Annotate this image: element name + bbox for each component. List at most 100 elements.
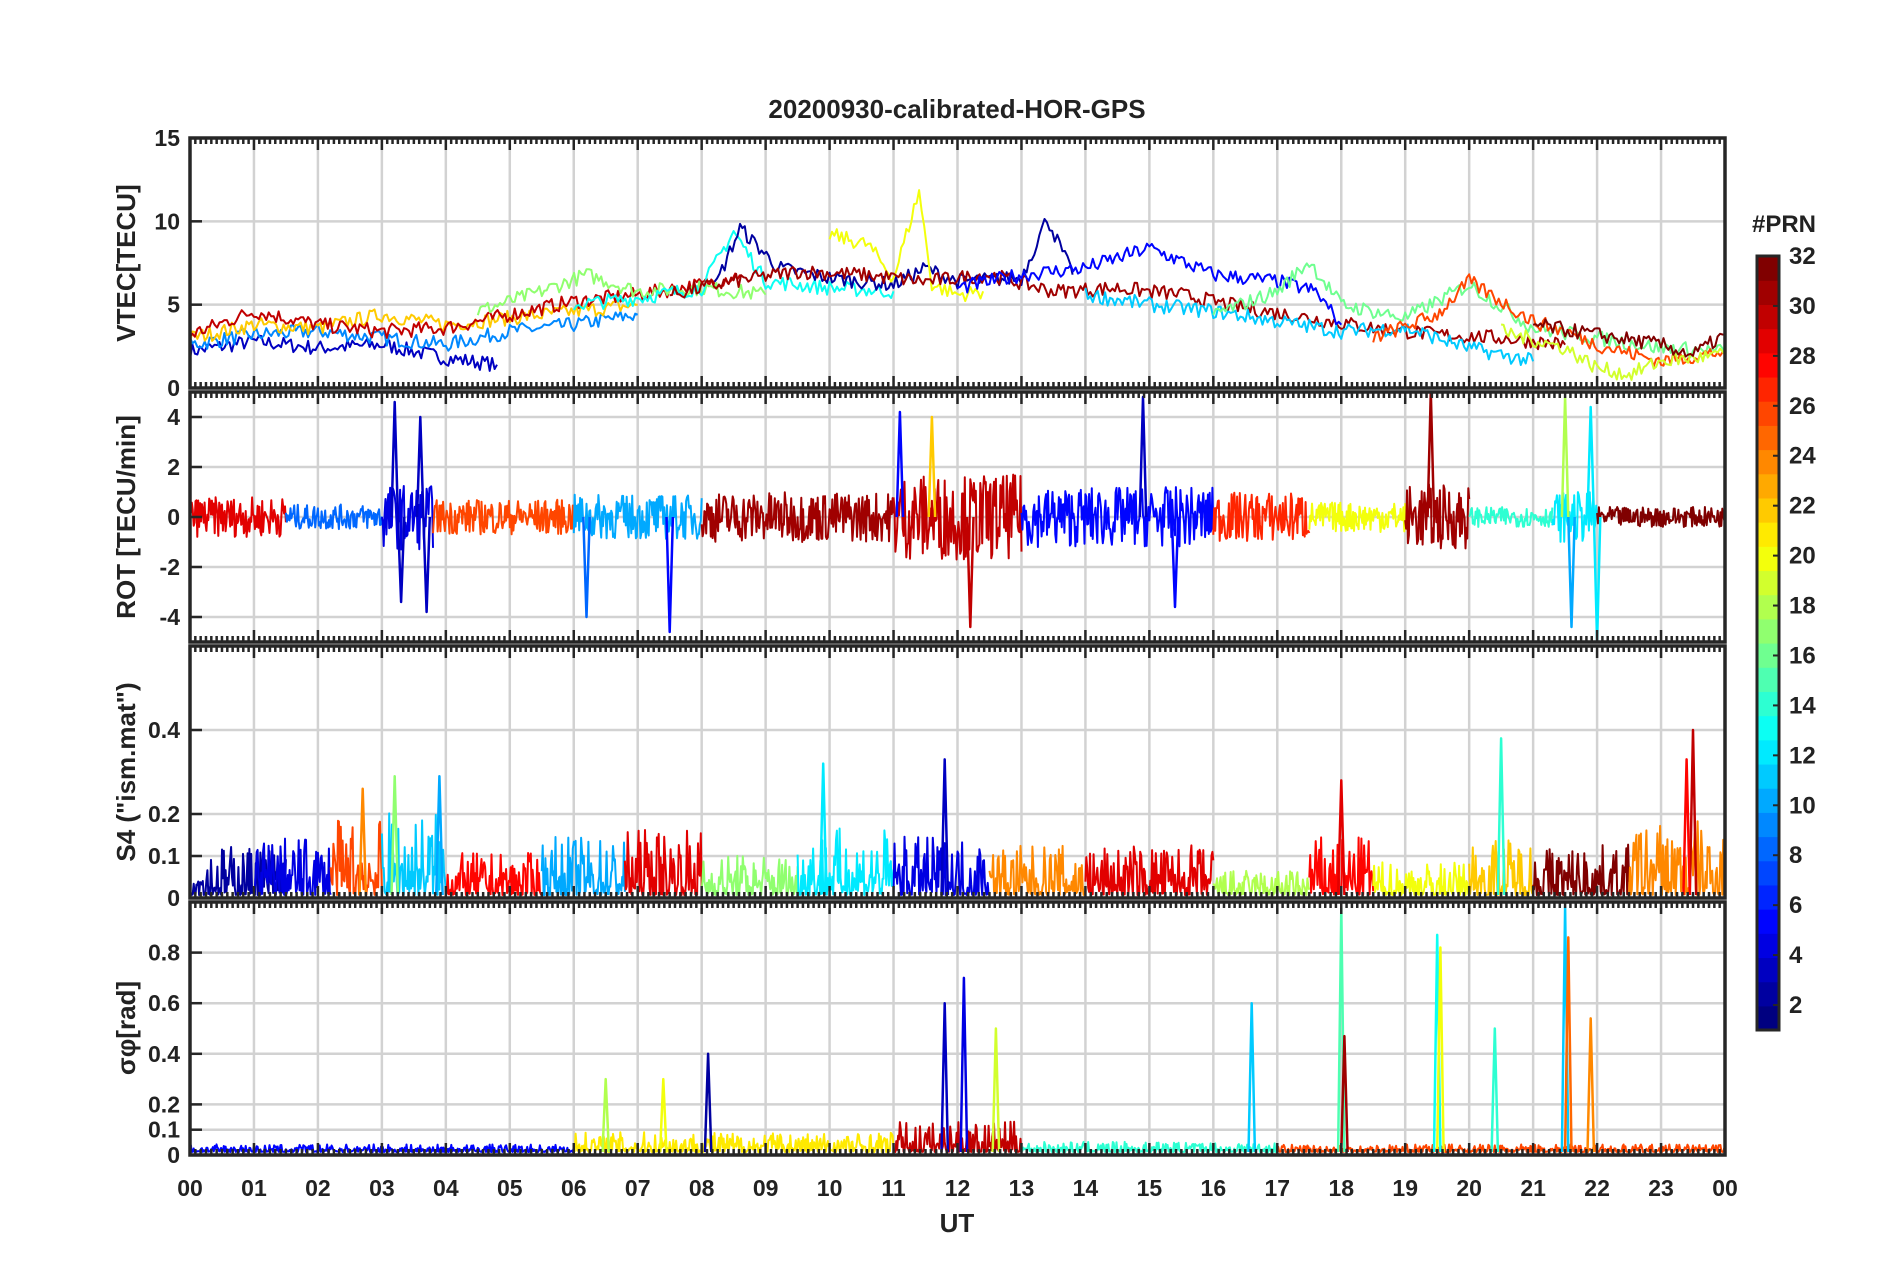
trace-prn-5 bbox=[1020, 486, 1215, 548]
colorbar-tick-label: 2 bbox=[1789, 992, 1802, 1019]
colorbar-tick-label: 32 bbox=[1789, 243, 1816, 270]
y-tick-labels: 0 0.1 0.2 0.4 bbox=[148, 717, 180, 911]
spike-prn-12 bbox=[1592, 516, 1602, 642]
x-tick-label: 18 bbox=[1328, 1175, 1354, 1201]
colorbar-swatch bbox=[1757, 256, 1779, 281]
vtec-series-prn-5 bbox=[957, 242, 1343, 326]
x-tick-label: 01 bbox=[241, 1175, 267, 1201]
y-axis-label: S4 ("ism.mat") bbox=[111, 682, 141, 861]
panel-ticks bbox=[188, 136, 1727, 390]
panel-data bbox=[190, 189, 1725, 381]
panel-ticks bbox=[188, 392, 1727, 642]
x-axis-label: UT bbox=[940, 1208, 975, 1238]
vtec-series-prn-22 bbox=[190, 300, 638, 343]
colorbar-swatch bbox=[1757, 812, 1779, 838]
trace-prn-32 bbox=[1596, 506, 1725, 528]
colorbar-swatch bbox=[1757, 860, 1779, 886]
colorbar-swatch bbox=[1757, 957, 1779, 983]
y-tick-label: 0 bbox=[167, 504, 180, 530]
spike-prn-28 bbox=[1682, 758, 1692, 896]
colorbar-tick-label: 6 bbox=[1789, 892, 1802, 919]
spike-prn-3 bbox=[390, 400, 400, 518]
y-axis-label: ROT [TECU/min] bbox=[111, 415, 141, 619]
y-tick-label: 2 bbox=[167, 454, 180, 480]
colorbar-swatch bbox=[1757, 667, 1779, 692]
y-tick-label: 0 bbox=[167, 885, 180, 911]
panel-grid bbox=[190, 138, 1725, 388]
spike-prn-20 bbox=[658, 1077, 668, 1153]
spike-prn-14 bbox=[1496, 737, 1506, 896]
spike-prn-31 bbox=[1426, 392, 1436, 518]
y-tick-label: 0.4 bbox=[148, 1041, 180, 1067]
spike-prn-12 bbox=[818, 762, 828, 896]
trace-prn-14 bbox=[1468, 506, 1554, 528]
x-tick-label: 17 bbox=[1264, 1175, 1290, 1201]
x-tick-label: 05 bbox=[497, 1175, 523, 1201]
spike-prn-30 bbox=[965, 516, 975, 629]
y-tick-labels: -4 -2 0 2 4 bbox=[160, 404, 181, 630]
spike-prn-5 bbox=[895, 410, 905, 518]
y-tick-label: 0.2 bbox=[148, 801, 180, 827]
colorbar-swatch bbox=[1757, 1005, 1779, 1031]
y-tick-label: -2 bbox=[160, 554, 180, 580]
x-tick-label: 00 bbox=[1712, 1175, 1738, 1201]
trace-prn-27 bbox=[1212, 491, 1311, 542]
trace-prn-8 bbox=[284, 503, 383, 531]
x-tick-label: 12 bbox=[945, 1175, 971, 1201]
x-tick-label: 13 bbox=[1009, 1175, 1035, 1201]
spike-prn-3 bbox=[940, 758, 950, 896]
spike-prn-3 bbox=[940, 1001, 950, 1153]
spike-prn-4 bbox=[959, 976, 969, 1153]
spike-prn-10 bbox=[434, 774, 444, 896]
panel-data bbox=[190, 728, 1725, 896]
y-axis-label: σφ[rad] bbox=[111, 981, 141, 1075]
trace-prn-31 bbox=[700, 491, 895, 543]
colorbar-swatch bbox=[1757, 376, 1779, 402]
spike-prn-5 bbox=[1170, 516, 1180, 609]
spike-prn-10 bbox=[1567, 516, 1576, 629]
spike-prn-30 bbox=[1688, 728, 1698, 896]
spike-prn-25 bbox=[1563, 936, 1573, 1153]
colorbar-frame bbox=[1755, 254, 1781, 1032]
colorbar-swatch bbox=[1757, 304, 1779, 330]
x-tick-label: 11 bbox=[881, 1175, 906, 1201]
y-tick-label: -4 bbox=[160, 604, 181, 630]
colorbar-swatch bbox=[1757, 497, 1779, 523]
x-tick-label: 22 bbox=[1584, 1175, 1610, 1201]
trace-prn-4 bbox=[253, 837, 332, 896]
colorbar-tick-label: 18 bbox=[1789, 593, 1816, 620]
x-axis: 00 01 02 03 04 05 06 07 08 09 10 11 12 13 14 15 16 17 18 19… bbox=[177, 1175, 1738, 1201]
y-tick-label: 4 bbox=[167, 404, 180, 430]
vtec-series-prn-17 bbox=[476, 268, 767, 316]
x-tick-label: 09 bbox=[753, 1175, 779, 1201]
spike-prn-14 bbox=[1490, 1027, 1500, 1153]
spike-prn-3 bbox=[422, 516, 432, 614]
colorbar-swatch bbox=[1757, 473, 1779, 499]
y-tick-label: 10 bbox=[154, 208, 180, 234]
y-tick-label: 0.8 bbox=[148, 940, 180, 966]
colorbar-swatch bbox=[1757, 280, 1779, 305]
colorbar-title: #PRN bbox=[1752, 211, 1816, 238]
colorbar-tick-label: 16 bbox=[1789, 642, 1816, 669]
colorbar-swatch bbox=[1757, 546, 1779, 572]
x-tick-label: 15 bbox=[1137, 1175, 1163, 1201]
y-tick-label: 0 bbox=[167, 1142, 180, 1168]
y-tick-label: 0.1 bbox=[148, 843, 180, 869]
spike-prn-8 bbox=[582, 516, 591, 619]
trace-prn-24 bbox=[1628, 820, 1725, 896]
trace-prn-10 bbox=[572, 493, 703, 540]
panel-ticks bbox=[188, 646, 1727, 900]
vtec-series-prn-11 bbox=[1084, 287, 1535, 366]
colorbar-tick-label: 24 bbox=[1789, 443, 1816, 470]
spike-prn-12 bbox=[1586, 405, 1596, 518]
vtec-series-prn-20 bbox=[828, 189, 985, 303]
colorbar-tick-label: 8 bbox=[1789, 842, 1802, 869]
spike-prn-31 bbox=[1340, 1034, 1349, 1153]
colorbar-tick-label: 28 bbox=[1789, 343, 1816, 370]
trace-prn-29 bbox=[190, 496, 287, 538]
spike-prn-11 bbox=[1247, 1001, 1257, 1153]
x-tick-label: 23 bbox=[1648, 1175, 1674, 1201]
vtec-series-prn-13 bbox=[572, 230, 895, 311]
